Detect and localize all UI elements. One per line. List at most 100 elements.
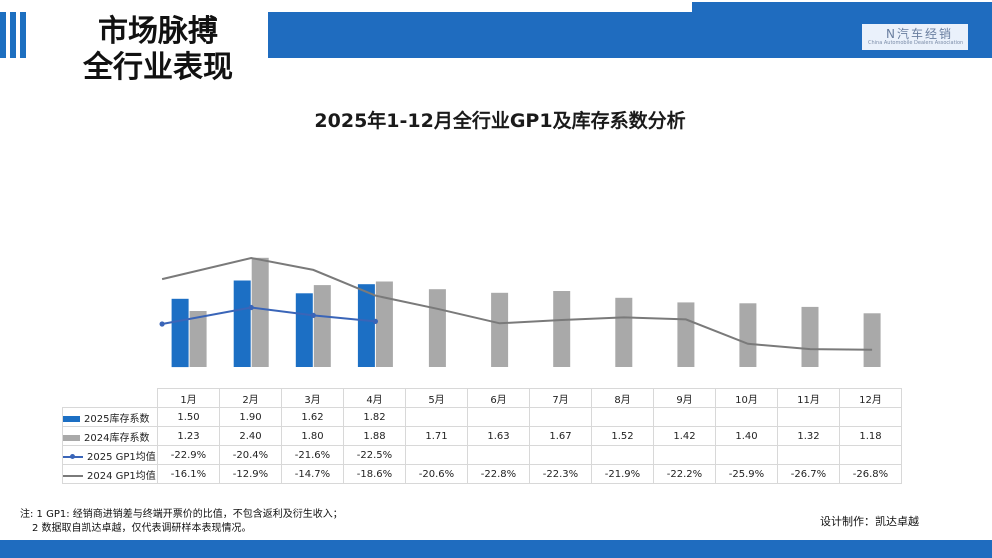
legend-key-3 — [63, 453, 83, 461]
legend-key-1 — [63, 415, 80, 422]
data-label-s3-1: -22.9% — [157, 445, 220, 465]
category-label-7: 7月 — [529, 388, 592, 408]
data-label-s3-8 — [591, 445, 654, 465]
data-label-s2-10: 1.40 — [715, 426, 778, 446]
logo-text: N汽车经销 — [886, 27, 953, 41]
data-label-s4-9: -22.2% — [653, 464, 716, 484]
data-label-s3-9 — [653, 445, 716, 465]
data-label-s4-3: -14.7% — [281, 464, 344, 484]
bar-2024-10 — [739, 303, 757, 367]
data-label-s3-12 — [839, 445, 902, 465]
legend-entry-2: 2024库存系数 — [62, 426, 158, 446]
category-label-1: 1月 — [157, 388, 220, 408]
data-label-s3-3: -21.6% — [281, 445, 344, 465]
bar-2024-2 — [251, 257, 269, 367]
bar-2025-4 — [357, 284, 375, 367]
table-row: 2024库存系数 1.23 2.40 1.80 1.88 1.71 1.63 1.67 1.52… — [62, 426, 902, 446]
data-label-s2-1: 1.23 — [157, 426, 220, 446]
data-label-s4-5: -20.6% — [405, 464, 468, 484]
data-label-s4-12: -26.8% — [839, 464, 902, 484]
data-label-s4-4: -18.6% — [343, 464, 406, 484]
slide-title-line2: 全行业表现 — [83, 50, 233, 85]
data-label-s2-9: 1.42 — [653, 426, 716, 446]
bar-2024-11 — [801, 306, 819, 367]
data-label-s3-4: -22.5% — [343, 445, 406, 465]
slide-title: 市场脉搏 全行业表现 — [48, 14, 268, 86]
data-label-s3-10 — [715, 445, 778, 465]
data-label-s1-11 — [777, 407, 840, 427]
legend-label-4: 2024 GP1均值 — [87, 470, 156, 482]
footnote-line1: 注: 1 GP1: 经销商进销差与终端开票价的比值，不包含返利及衍生收入； — [20, 509, 343, 520]
data-label-s2-4: 1.88 — [343, 426, 406, 446]
data-label-s2-8: 1.52 — [591, 426, 654, 446]
header-band-notch — [692, 2, 992, 14]
data-label-s1-6 — [467, 407, 530, 427]
footnote-line2: 2 数据取自凯达卓越，仅代表调研样本表现情况。 — [32, 523, 252, 534]
data-label-s3-6 — [467, 445, 530, 465]
legend-entry-1: 2025库存系数 — [62, 407, 158, 427]
category-label-9: 9月 — [653, 388, 716, 408]
bar-2025-3 — [295, 293, 313, 367]
category-label-8: 8月 — [591, 388, 654, 408]
category-label-4: 4月 — [343, 388, 406, 408]
legend-label-1: 2025库存系数 — [84, 413, 150, 425]
logo-subtext: China Automobile Dealers Association — [868, 40, 964, 46]
data-label-s3-5 — [405, 445, 468, 465]
category-label-11: 11月 — [777, 388, 840, 408]
line-2024-gp1 — [161, 256, 873, 351]
data-label-s2-12: 1.18 — [839, 426, 902, 446]
bar-2024-1 — [189, 311, 207, 367]
data-label-s4-1: -16.1% — [157, 464, 220, 484]
bar-2024-12 — [863, 313, 881, 367]
data-label-s2-6: 1.63 — [467, 426, 530, 446]
data-label-s1-8 — [591, 407, 654, 427]
bar-2025-1 — [171, 298, 189, 368]
chart-plot — [159, 256, 881, 368]
category-label-3: 3月 — [281, 388, 344, 408]
point-2025-gp1-3 — [310, 312, 316, 318]
data-label-s1-3: 1.62 — [281, 407, 344, 427]
data-label-s1-1: 1.50 — [157, 407, 220, 427]
chart-title: 2025年1-12月全行业GP1及库存系数分析 — [314, 110, 686, 132]
legend-label-2: 2024库存系数 — [84, 432, 150, 444]
data-label-s1-2: 1.90 — [219, 407, 282, 427]
data-label-s2-5: 1.71 — [405, 426, 468, 446]
data-label-s4-8: -21.9% — [591, 464, 654, 484]
legend-entry-3: 2025 GP1均值 — [62, 445, 158, 465]
category-label-5: 5月 — [405, 388, 468, 408]
bar-2024-8 — [615, 297, 633, 367]
data-label-s2-3: 1.80 — [281, 426, 344, 446]
bar-2024-3 — [313, 285, 331, 367]
data-label-s2-2: 2.40 — [219, 426, 282, 446]
data-label-s1-5 — [405, 407, 468, 427]
legend-key-4 — [63, 472, 83, 480]
legend-label-3: 2025 GP1均值 — [87, 451, 156, 463]
bar-2024-7 — [553, 291, 571, 367]
data-label-s1-10 — [715, 407, 778, 427]
category-label-6: 6月 — [467, 388, 530, 408]
table-row: 2025库存系数 1.50 1.90 1.62 1.82 — [62, 407, 902, 427]
data-label-s1-9 — [653, 407, 716, 427]
data-label-s2-7: 1.67 — [529, 426, 592, 446]
footnote: 注: 1 GP1: 经销商进销差与终端开票价的比值，不包含返利及衍生收入； 2 … — [20, 508, 343, 536]
point-2025-gp1-4 — [372, 318, 378, 324]
chart-data-table: 1月 2月 3月 4月 5月 6月 7月 8月 9月 10月 11月 12月 2025库存系数 1.50 1… — [62, 388, 902, 484]
category-label-12: 12月 — [839, 388, 902, 408]
data-label-s4-6: -22.8% — [467, 464, 530, 484]
data-label-s4-10: -25.9% — [715, 464, 778, 484]
design-credit: 设计制作：凯达卓越 — [820, 515, 919, 528]
legend-entry-4: 2024 GP1均值 — [62, 464, 158, 484]
point-2025-gp1-1 — [159, 321, 165, 327]
table-row: 2024 GP1均值 -16.1% -12.9% -14.7% -18.6% -20.6%… — [62, 464, 902, 484]
data-label-s1-7 — [529, 407, 592, 427]
data-label-s1-12 — [839, 407, 902, 427]
line-2025-gp1 — [161, 306, 376, 325]
bar-2024-5 — [428, 289, 446, 367]
data-label-s4-11: -26.7% — [777, 464, 840, 484]
data-label-s3-7 — [529, 445, 592, 465]
data-label-s3-2: -20.4% — [219, 445, 282, 465]
bar-2024-4 — [375, 281, 393, 367]
point-2025-gp1-2 — [248, 304, 254, 311]
bar-2024-6 — [491, 292, 509, 367]
category-label-2: 2月 — [219, 388, 282, 408]
